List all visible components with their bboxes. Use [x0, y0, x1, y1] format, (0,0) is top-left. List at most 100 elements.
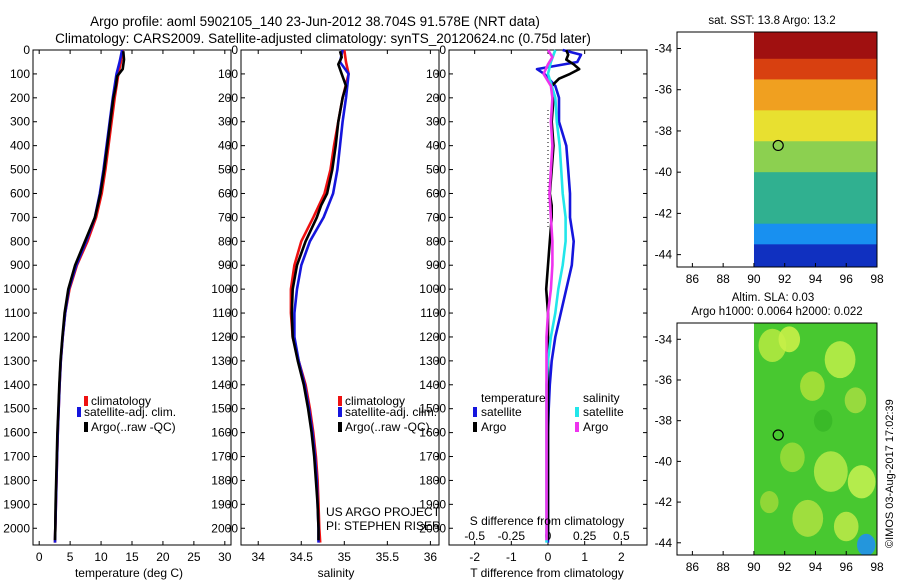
y-tick-label: 500	[426, 163, 446, 177]
y-tick-label: 100	[426, 67, 446, 81]
y-tick-label: 1800	[3, 473, 30, 487]
y-tick-label: 1300	[419, 354, 446, 368]
series-line-argo-raw-qc-	[53, 51, 126, 541]
x-tick-label: 96	[840, 560, 854, 574]
salinity-panel: 0 100 200 300 400 500 600 700 800 900 1000 1100 1200…	[211, 43, 441, 580]
y-tick-label: 1500	[3, 402, 30, 416]
y-tick-label: 500	[218, 163, 238, 177]
y-tick-label: 200	[426, 91, 446, 105]
x-tick-label: 5	[67, 550, 74, 564]
y-tick-label: -40	[655, 454, 673, 468]
temperature-xlabel: temperature (deg C)	[75, 566, 183, 580]
y-tick-label: 700	[10, 210, 30, 224]
x-tick-label: 88	[716, 560, 730, 574]
sla-map-axis-ticks: 86 88 90 92 94 96 98 -34 -36 -38 -40 -42 -44	[655, 322, 884, 574]
y-tick-label: 1900	[211, 497, 238, 511]
y-tick-label: 1700	[419, 450, 446, 464]
y-tick-label: 1800	[419, 473, 446, 487]
sst-color-band	[753, 110, 877, 142]
x-tick-label: 86	[686, 560, 700, 574]
y-tick-label: 2000	[3, 521, 30, 535]
sst-color-band	[753, 79, 877, 111]
map-field-clip	[753, 32, 877, 267]
y-tick-label: 1100	[212, 306, 238, 320]
y-tick-label: -40	[655, 165, 673, 179]
y-tick-label: -42	[655, 206, 673, 220]
sla-anomaly-blob	[778, 326, 801, 353]
y-tick-label: -34	[655, 332, 673, 346]
legend-label-climatology: climatology	[91, 394, 151, 408]
legend-label-salinity-satellite: satellite	[583, 405, 624, 419]
sla-anomaly-blob	[813, 409, 833, 432]
y-tick-label: -36	[655, 373, 673, 387]
x-tick-label: 35.5	[376, 550, 400, 564]
y-tick-label: 1300	[3, 354, 30, 368]
x-tick-label: 94	[809, 272, 823, 286]
y-tick-label: 200	[218, 91, 238, 105]
sst-map-title: sat. SST: 13.8 Argo: 13.2	[708, 15, 835, 27]
y-tick-label: -38	[655, 414, 673, 428]
x-tick-label: 15	[125, 550, 139, 564]
legend-swatch-salinity-argo	[575, 422, 579, 432]
y-tick-label: 1800	[211, 473, 238, 487]
y-tick-label: 900	[426, 258, 446, 272]
x-tick-label: 86	[686, 272, 700, 286]
temperature-legend: climatology satellite-adj. clim. Argo(..…	[77, 394, 176, 434]
difference-series	[535, 48, 583, 543]
legend-label-satellite: satellite-adj. clim.	[345, 405, 437, 419]
legend-swatch-satellite	[338, 407, 342, 417]
sla-anomaly-blob	[792, 499, 824, 537]
x-tick-label: 0	[545, 550, 552, 564]
s-difference-xlabel: S difference from climatology	[470, 514, 625, 528]
difference-panel: 0100200300400500600700800900100011001200…	[419, 43, 648, 580]
sla-map-title-line2: Argo h1000: 0.0064 h2000: 0.022	[691, 306, 862, 318]
temperature-plot-frame	[32, 49, 232, 546]
sst-map-panel: sat. SST: 13.8 Argo: 13.2 86 88 90 92 94 96 98…	[655, 15, 884, 286]
legend-swatch-climatology	[338, 396, 342, 406]
sla-anomaly-blob	[800, 371, 825, 401]
legend-label-argo: Argo(..raw -QC)	[345, 420, 430, 434]
y-tick-label: 500	[10, 163, 30, 177]
legend-swatch-temperature-argo	[473, 422, 477, 432]
y-tick-label: 800	[10, 234, 30, 248]
y-tick-label: 1000	[211, 282, 238, 296]
legend-label-salinity-argo: Argo	[583, 420, 609, 434]
sla-anomaly-blob	[813, 451, 848, 492]
sla-anomaly-blob	[857, 533, 876, 555]
y-tick-label: 1500	[211, 402, 238, 416]
sst-color-band	[753, 32, 877, 60]
y-tick-label: 2000	[419, 521, 446, 535]
sst-map-axis-ticks: 86 88 90 92 94 96 98 -34 -36 -38 -40 -42 -44	[655, 31, 884, 286]
y-tick-label: 1400	[419, 378, 446, 392]
y-tick-label: 400	[10, 139, 30, 153]
salinity-legend: climatology satellite-adj. clim. Argo(..…	[338, 394, 437, 434]
x-tick-label: 10	[94, 550, 108, 564]
y-tick-label: 1300	[211, 354, 238, 368]
x-tick-label: 90	[747, 272, 761, 286]
sla-anomaly-blob	[780, 442, 805, 473]
y-tick-label: 1600	[419, 426, 446, 440]
y-tick-label: 400	[218, 139, 238, 153]
x-tick-label: 98	[870, 560, 884, 574]
sst-color-band	[753, 244, 877, 267]
legend-title-salinity: salinity	[583, 391, 620, 405]
series-line-argo-raw-qc-	[290, 50, 348, 541]
x-tick-label: 94	[809, 560, 823, 574]
x-tick-label: 36	[424, 550, 438, 564]
y-tick-label: 1200	[419, 330, 446, 344]
y-tick-label: 800	[426, 234, 446, 248]
sst-color-band	[753, 223, 877, 245]
y-tick-label: 1200	[211, 330, 238, 344]
sla-map-title-line1: Altim. SLA: 0.03	[732, 292, 814, 304]
difference-axis-ticks: 0100200300400500600700800900100011001200…	[419, 43, 647, 564]
x-tick-label: 88	[716, 272, 730, 286]
x-tick-label: 20	[156, 550, 170, 564]
x-tick-label: 96	[840, 272, 854, 286]
legend-label-climatology: climatology	[345, 394, 405, 408]
sla-map-field	[753, 323, 877, 555]
sst-color-band	[753, 172, 877, 225]
map-field-clip	[753, 323, 877, 555]
argo-position-marker	[772, 429, 784, 441]
y-tick-label: 1100	[420, 306, 446, 320]
